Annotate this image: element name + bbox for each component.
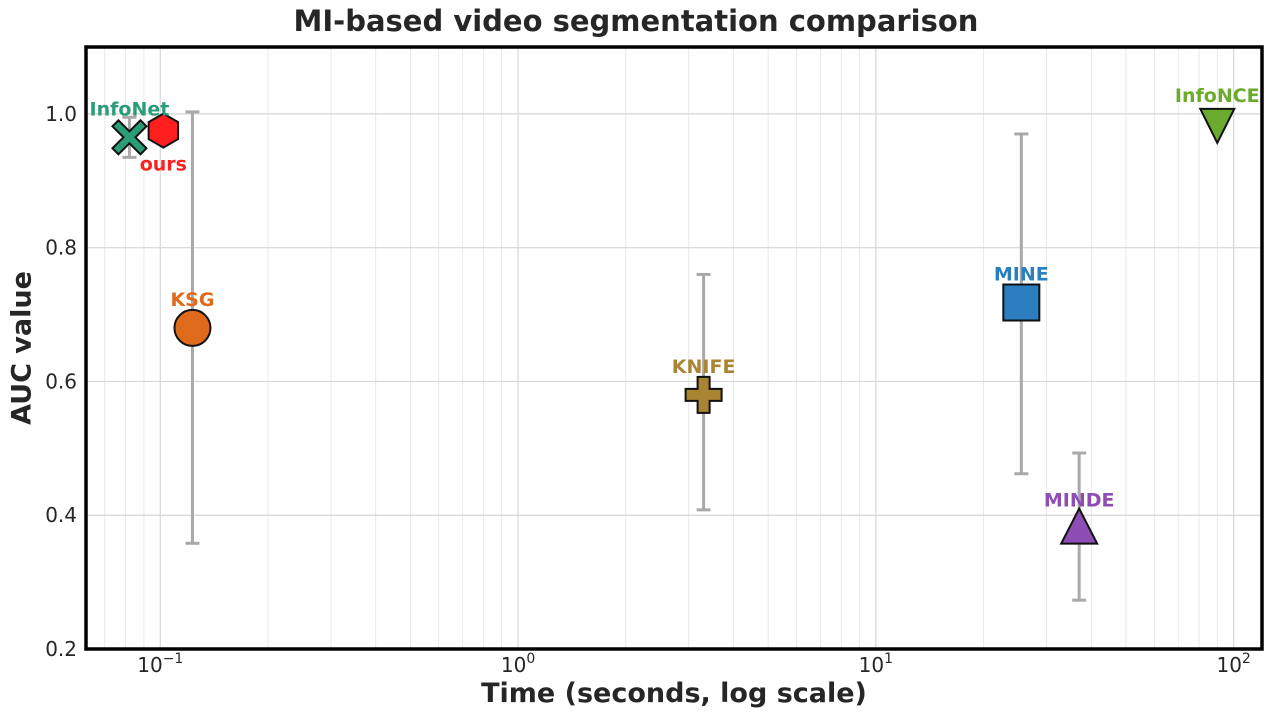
marker-ours xyxy=(147,112,180,149)
x-tick-label: 100 xyxy=(501,651,535,677)
point-label-layer: InfoNet ours KSG KNIFE MINE MINDE InfoNCE xyxy=(90,85,1260,512)
point-label-ours: ours xyxy=(140,154,187,176)
point-label-ksg: KSG xyxy=(170,289,214,311)
x-tick-label: 10−1 xyxy=(137,651,183,677)
point-label-knife: KNIFE xyxy=(672,356,736,378)
y-tick-label: 0.8 xyxy=(45,236,77,260)
tick-layer: 10−1 100 101 102 0.2 0.4 0.6 0.8 1.0 xyxy=(45,102,1251,677)
marker-infonce xyxy=(1198,107,1236,146)
y-tick-label: 1.0 xyxy=(45,102,77,126)
marker-mine xyxy=(1002,283,1041,322)
errorbar-layer xyxy=(122,110,1087,602)
marker-infonet xyxy=(111,118,148,156)
plot-frame xyxy=(84,45,1264,651)
chart-title: MI-based video segmentation comparison xyxy=(293,4,979,38)
x-axis-label: Time (seconds, log scale) xyxy=(481,678,867,709)
marker-knife xyxy=(684,375,723,414)
y-tick-label: 0.2 xyxy=(45,637,77,661)
point-label-mine: MINE xyxy=(994,264,1049,286)
y-tick-label: 0.4 xyxy=(45,503,77,527)
y-tick-label: 0.6 xyxy=(45,369,77,393)
x-tick-label: 102 xyxy=(1216,651,1250,677)
marker-layer xyxy=(111,107,1236,545)
point-label-minde: MINDE xyxy=(1044,490,1115,512)
point-label-infonet: InfoNet xyxy=(90,98,170,120)
marker-minde xyxy=(1059,506,1099,545)
point-label-infonce: InfoNCE xyxy=(1175,85,1260,107)
x-tick-label: 101 xyxy=(859,651,893,677)
grid-layer xyxy=(86,47,1262,650)
marker-ksg xyxy=(173,308,212,347)
